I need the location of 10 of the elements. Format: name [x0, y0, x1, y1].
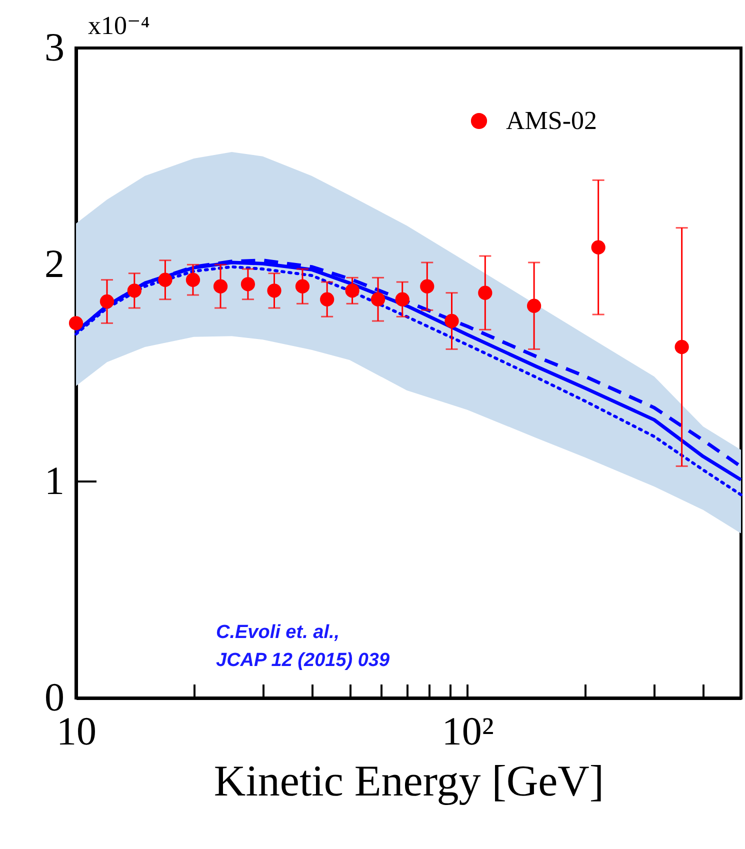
y-tick-label: 0	[44, 674, 64, 720]
x-axis-title: Kinetic Energy [GeV]	[214, 756, 604, 806]
y-tick-label: 1	[44, 458, 64, 503]
legend-label: AMS-02	[506, 106, 598, 135]
y-tick-label: 2	[44, 241, 64, 286]
annotation: C.Evoli et. al.,	[216, 622, 340, 643]
text: x10⁻⁴	[88, 11, 150, 40]
y-tick-label: 3	[44, 24, 64, 70]
x-tick-label: 10²	[442, 708, 494, 754]
annotation: JCAP 12 (2015) 039	[216, 650, 390, 671]
